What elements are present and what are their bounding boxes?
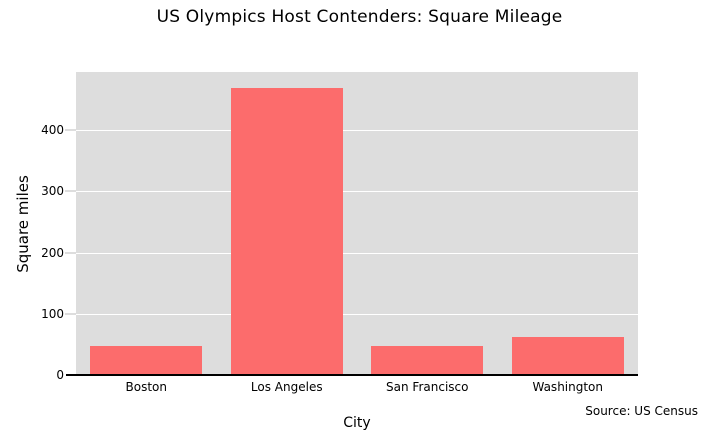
x-axis-title: City — [343, 415, 371, 431]
gridline-y-100 — [76, 314, 638, 315]
bar-slot-los-angeles — [217, 72, 358, 375]
x-axis-line — [66, 374, 638, 376]
gridline-y-400 — [76, 130, 638, 131]
y-axis-tick — [65, 129, 76, 131]
plot-area — [76, 72, 638, 375]
gridline-y-200 — [76, 253, 638, 254]
source-note: Source: US Census — [585, 404, 698, 418]
bar-boston — [90, 345, 203, 375]
y-tick-label: 300 — [41, 184, 64, 198]
y-axis-tick — [65, 190, 76, 192]
bar-san-francisco — [371, 346, 484, 375]
y-axis-tick — [65, 313, 76, 315]
y-tick-label: 100 — [41, 307, 64, 321]
y-axis-title: Square miles — [8, 72, 38, 375]
bar-washington — [511, 337, 624, 375]
gridline-layer — [76, 72, 638, 375]
y-tick-label: 0 — [56, 368, 64, 382]
x-tick-label-san-francisco: San Francisco — [386, 380, 469, 394]
bar-slot-san-francisco — [357, 72, 498, 375]
x-tick-label-los-angeles: Los Angeles — [250, 380, 323, 394]
bar-los-angeles — [230, 87, 343, 375]
chart-title: US Olympics Host Contenders: Square Mile… — [156, 7, 563, 27]
y-axis-tick — [65, 252, 76, 254]
y-tick-label: 200 — [41, 246, 64, 260]
gridline-y-300 — [76, 191, 638, 192]
y-tick-label: 400 — [41, 123, 64, 137]
bar-slot-washington — [498, 72, 639, 375]
bar-slot-boston — [76, 72, 217, 375]
x-tick-label-washington: Washington — [532, 380, 604, 394]
x-tick-label-boston: Boston — [125, 380, 167, 394]
bars-layer — [76, 72, 638, 375]
